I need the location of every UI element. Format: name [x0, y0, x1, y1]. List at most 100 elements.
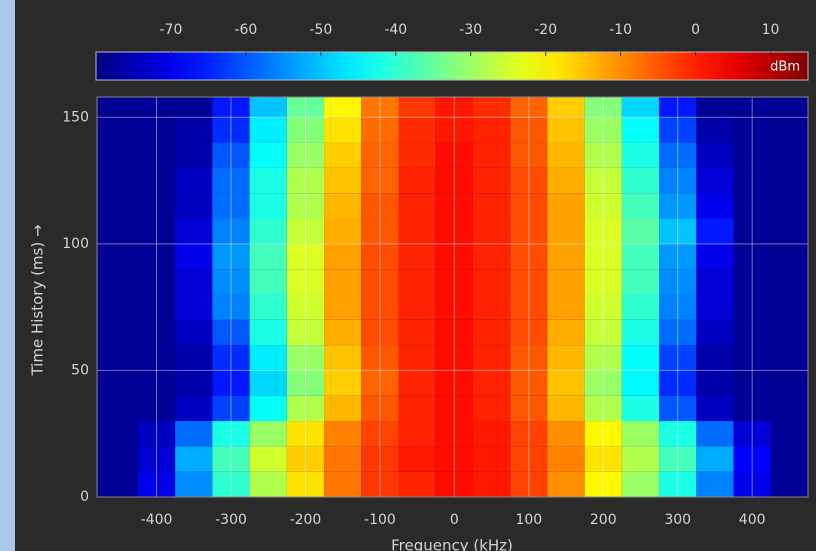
heatmap-cell [249, 471, 287, 497]
heatmap-cell [696, 370, 734, 396]
heatmap-cell [175, 142, 213, 168]
heatmap-cell [324, 97, 362, 118]
heatmap-cell [547, 167, 585, 194]
heatmap-cell [510, 167, 548, 194]
heatmap-cell [584, 395, 622, 422]
heatmap-cell [398, 294, 436, 320]
colorbar-tick-label: -30 [459, 22, 482, 38]
heatmap-cell [472, 319, 511, 346]
heatmap-cell [696, 218, 734, 244]
heatmap-cell [584, 243, 622, 270]
heatmap-cell [100, 142, 138, 168]
heatmap-cell [472, 193, 511, 219]
heatmap-cell [212, 117, 250, 143]
heatmap-cell [659, 446, 697, 472]
heatmap-cell [435, 421, 473, 447]
heatmap-cell [398, 345, 436, 371]
heatmap-cell [212, 294, 250, 320]
heatmap-cell [584, 471, 622, 497]
heatmap-cell [621, 319, 660, 346]
heatmap-cell [398, 421, 436, 447]
heatmap-cell [621, 294, 660, 320]
heatmap-cell [286, 395, 325, 422]
heatmap-cell [286, 471, 325, 497]
heatmap-cell [175, 294, 213, 320]
heatmap-cell [584, 117, 622, 143]
heatmap-cell [361, 117, 399, 143]
heatmap-cell [621, 395, 660, 422]
heatmap-cell [324, 167, 362, 194]
heatmap-cell [472, 471, 511, 497]
heatmap-cell [398, 142, 436, 168]
heatmap-cell [547, 142, 585, 168]
y-tick-label: 150 [62, 109, 89, 125]
heatmap-cell [361, 446, 399, 472]
heatmap-cell [100, 193, 138, 219]
heatmap-cell [137, 319, 176, 346]
colorbar-tick-label: -50 [309, 22, 332, 38]
heatmap-cell [249, 142, 287, 168]
heatmap-cell [361, 97, 399, 118]
heatmap-cell [398, 117, 436, 143]
heatmap-cell [696, 421, 734, 447]
heatmap-cell [361, 345, 399, 371]
heatmap-cell [175, 269, 213, 295]
heatmap-cell [137, 421, 176, 447]
heatmap-cell [770, 117, 808, 143]
colorbar [95, 51, 809, 81]
heatmap-cell [286, 117, 325, 143]
heatmap-cell [398, 370, 436, 396]
heatmap-cell [547, 370, 585, 396]
heatmap-cell [435, 167, 473, 194]
heatmap-cell [100, 218, 138, 244]
heatmap-cell [547, 243, 585, 270]
heatmap-cell [472, 345, 511, 371]
heatmap-cell [659, 167, 697, 194]
heatmap-cell [659, 117, 697, 143]
heatmap-cell [100, 117, 138, 143]
heatmap-cell [696, 395, 734, 422]
heatmap-cell [510, 421, 548, 447]
heatmap-cell [510, 269, 548, 295]
heatmap-cell [137, 193, 176, 219]
y-axis-label: Time History (ms) → [29, 224, 47, 376]
heatmap-cell [621, 243, 660, 270]
heatmap-cell [324, 117, 362, 143]
heatmap-cell [472, 370, 511, 396]
y-tick-label: 100 [62, 236, 89, 252]
heatmap-cell [621, 345, 660, 371]
heatmap-cell [621, 142, 660, 168]
heatmap-cell [659, 142, 697, 168]
heatmap-cell [100, 243, 138, 270]
heatmap-cell [212, 269, 250, 295]
heatmap-cell [212, 97, 250, 118]
heatmap-cell [249, 218, 287, 244]
heatmap-cell [733, 167, 771, 194]
heatmap-cell [770, 167, 808, 194]
heatmap-cell [510, 370, 548, 396]
x-tick-label: -400 [141, 512, 173, 528]
heatmap-cell [472, 294, 511, 320]
heatmap-cell [324, 370, 362, 396]
heatmap-cell [435, 117, 473, 143]
heatmap-cell [175, 218, 213, 244]
heatmap-cell [286, 97, 325, 118]
heatmap-cell [398, 167, 436, 194]
heatmap-cell [324, 269, 362, 295]
heatmap-cell [175, 370, 213, 396]
heatmap-cell [770, 193, 808, 219]
heatmap-cell [100, 421, 138, 447]
x-tick-label: 300 [664, 512, 691, 528]
heatmap-cell [324, 319, 362, 346]
heatmap-cell [175, 421, 213, 447]
heatmap-cell [584, 421, 622, 447]
heatmap-cell [137, 142, 176, 168]
heatmap-cell [137, 446, 176, 472]
heatmap-cell [286, 142, 325, 168]
heatmap-cell [212, 446, 250, 472]
heatmap-cell [547, 395, 585, 422]
heatmap-cell [733, 117, 771, 143]
heatmap-cell [770, 319, 808, 346]
heatmap-cell [212, 395, 250, 422]
heatmap-cell [733, 345, 771, 371]
